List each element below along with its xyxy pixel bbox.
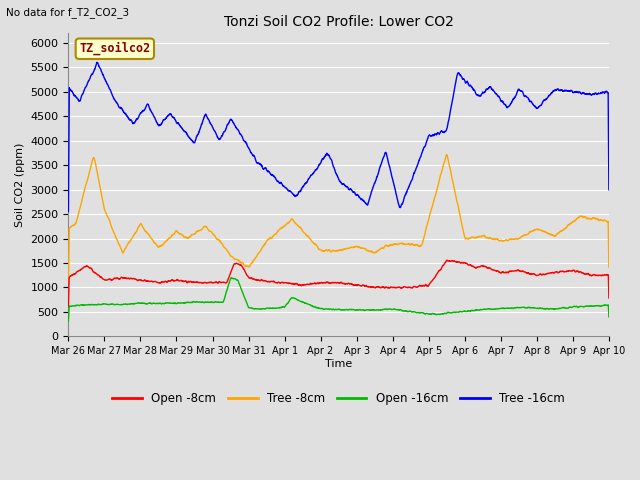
Title: Tonzi Soil CO2 Profile: Lower CO2: Tonzi Soil CO2 Profile: Lower CO2 <box>224 15 454 29</box>
Text: TZ_soilco2: TZ_soilco2 <box>79 42 150 56</box>
X-axis label: Time: Time <box>325 359 352 369</box>
Legend: Open -8cm, Tree -8cm, Open -16cm, Tree -16cm: Open -8cm, Tree -8cm, Open -16cm, Tree -… <box>108 387 570 409</box>
Text: No data for f_T2_CO2_3: No data for f_T2_CO2_3 <box>6 7 129 18</box>
Y-axis label: Soil CO2 (ppm): Soil CO2 (ppm) <box>15 143 25 227</box>
